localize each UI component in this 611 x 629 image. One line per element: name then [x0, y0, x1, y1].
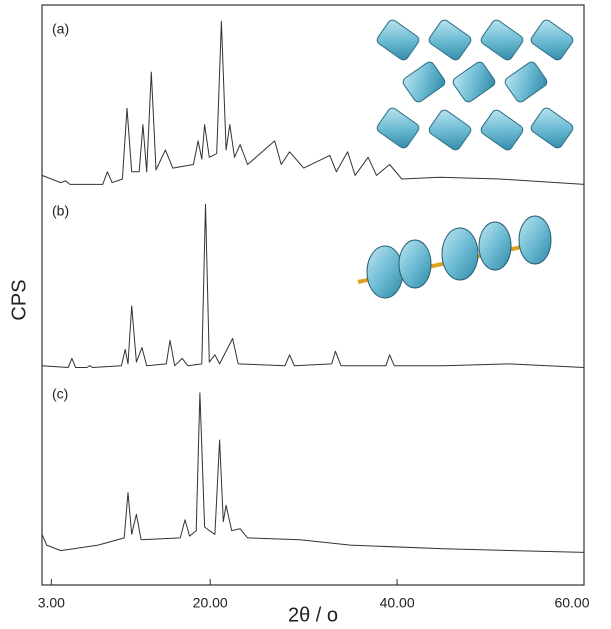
- x-tick-label: 60.00: [554, 595, 589, 611]
- xrd-trace: [41, 392, 585, 553]
- x-tick-label: 3.00: [38, 595, 65, 611]
- xrd-trace: [41, 203, 585, 368]
- xrd-trace: [41, 20, 585, 185]
- panel-label: (b): [52, 203, 69, 219]
- x-tick-label: 40.00: [380, 595, 415, 611]
- x-axis-label: 2θ / o: [288, 604, 338, 626]
- plot-frame: [41, 4, 585, 586]
- inset-b: [357, 215, 552, 299]
- panel-label: (c): [52, 386, 68, 402]
- inset-a: [376, 19, 574, 151]
- x-tick-label: 20.00: [193, 595, 228, 611]
- panel-label: (a): [52, 21, 69, 37]
- y-axis-label: CPS: [8, 279, 30, 320]
